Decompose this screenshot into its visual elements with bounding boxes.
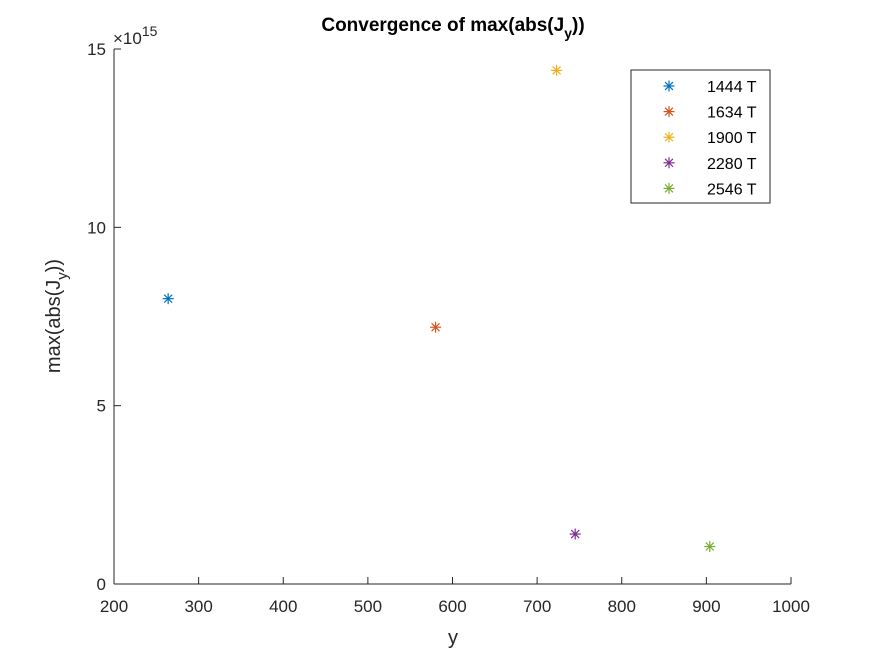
y-tick-label: 15: [87, 40, 106, 59]
legend-label: 1900 T: [707, 130, 757, 147]
x-tick-label: 700: [523, 597, 551, 616]
y-axis-label: max(abs(Jy)): [43, 259, 71, 373]
legend-marker: [663, 182, 675, 194]
legend-marker: [663, 106, 675, 118]
legend-marker: [663, 131, 675, 143]
data-point: [569, 528, 581, 540]
legend-label: 2546 T: [707, 181, 757, 198]
legend-box: [630, 69, 771, 204]
legend-marker: [663, 80, 675, 92]
legend: 1444 T 1634 T 1900 T 2280 T 2546 T: [630, 69, 771, 204]
x-tick-label: 200: [100, 597, 128, 616]
legend-label: 1634 T: [707, 105, 757, 122]
x-tick-label: 500: [354, 597, 382, 616]
data-point: [704, 541, 716, 553]
chart-title: Convergence of max(abs(Jy)): [321, 15, 584, 41]
legend-label: 2280 T: [707, 156, 757, 173]
y-ticks: 0 5 10 15: [87, 40, 121, 594]
data-point: [430, 321, 442, 333]
legend-label: 1444 T: [707, 79, 757, 96]
x-tick-label: 1000: [772, 597, 810, 616]
x-tick-label: 600: [438, 597, 466, 616]
x-tick-label: 800: [608, 597, 636, 616]
x-ticks: 200 300 400 500 600 700 800 900 1000: [100, 577, 810, 616]
y-tick-label: 5: [97, 397, 106, 416]
x-axis-label: y: [448, 627, 458, 649]
x-tick-label: 400: [269, 597, 297, 616]
x-tick-label: 300: [184, 597, 212, 616]
x-tick-label: 900: [692, 597, 720, 616]
y-tick-label: 0: [97, 575, 106, 594]
data-point: [162, 293, 174, 305]
data-points: [162, 64, 716, 553]
y-tick-label: 10: [87, 218, 106, 237]
y-multiplier: ×1015: [113, 23, 158, 48]
legend-marker: [663, 157, 675, 169]
data-point: [551, 64, 563, 76]
